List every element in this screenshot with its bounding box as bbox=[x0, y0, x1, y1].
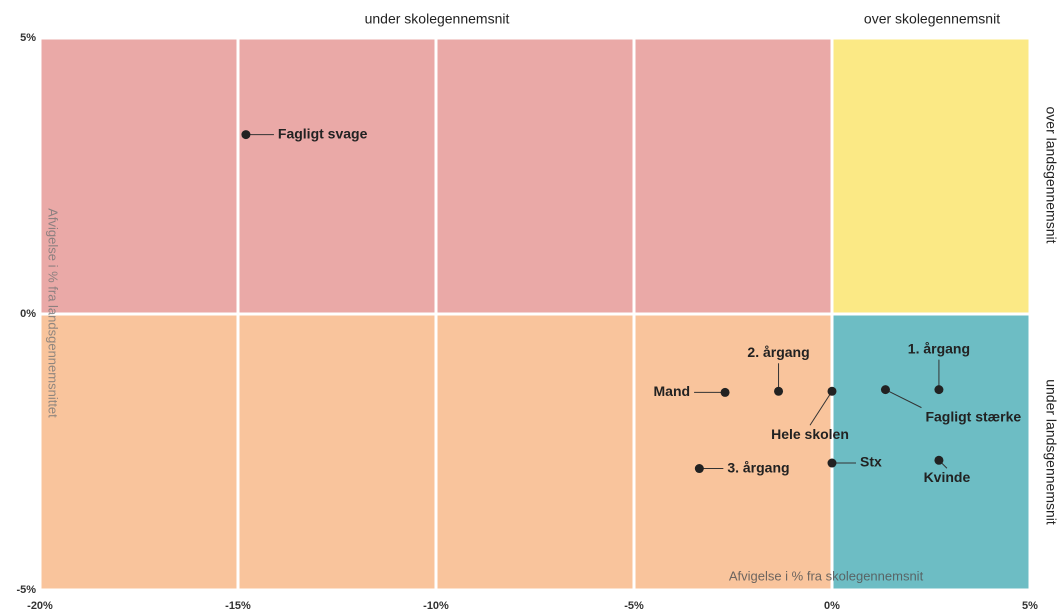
quadrant-label: over landsgennemsnit bbox=[1043, 107, 1059, 244]
quadrant-label: under landsgennemsnit bbox=[1043, 379, 1059, 525]
point-label: 3. årgang bbox=[727, 459, 789, 475]
y-tick-label: -5% bbox=[16, 584, 36, 596]
point-label: 1. årgang bbox=[908, 340, 970, 356]
point-label: Kvinde bbox=[924, 469, 971, 485]
point-label: Fagligt stærke bbox=[925, 408, 1021, 424]
x-tick-label: 0% bbox=[824, 600, 840, 612]
point bbox=[774, 386, 784, 396]
x-tick-label: -10% bbox=[423, 600, 449, 612]
x-tick-label: -15% bbox=[225, 600, 251, 612]
point bbox=[720, 387, 730, 397]
leader-line bbox=[885, 389, 922, 409]
point bbox=[694, 464, 704, 474]
point-label: 2. årgang bbox=[747, 344, 809, 360]
x-tick-label: -20% bbox=[27, 600, 53, 612]
point-label: Fagligt svage bbox=[278, 125, 368, 141]
y-tick-label: 0% bbox=[20, 308, 36, 320]
point bbox=[827, 458, 837, 468]
leader-line bbox=[809, 391, 833, 426]
quadrant-label: under skolegennemsnit bbox=[365, 11, 510, 27]
x-axis-title: Afvigelse i % fra skolegennemsnit bbox=[729, 568, 924, 583]
point bbox=[934, 455, 944, 465]
quadrant bbox=[832, 314, 1030, 590]
quadrant bbox=[832, 38, 1030, 314]
point bbox=[827, 386, 837, 396]
y-axis-title: Afvigelse i % fra landsgennemsnittet bbox=[46, 208, 61, 418]
x-tick-label: 5% bbox=[1022, 600, 1038, 612]
point-label: Stx bbox=[860, 454, 882, 470]
point bbox=[880, 385, 890, 395]
point bbox=[934, 385, 944, 395]
quadrant-label: over skolegennemsnit bbox=[864, 11, 1000, 27]
point-label: Mand bbox=[654, 383, 691, 399]
y-tick-label: 5% bbox=[20, 32, 36, 44]
point-label: Hele skolen bbox=[771, 426, 849, 442]
x-tick-label: -5% bbox=[624, 600, 644, 612]
point bbox=[241, 130, 251, 140]
